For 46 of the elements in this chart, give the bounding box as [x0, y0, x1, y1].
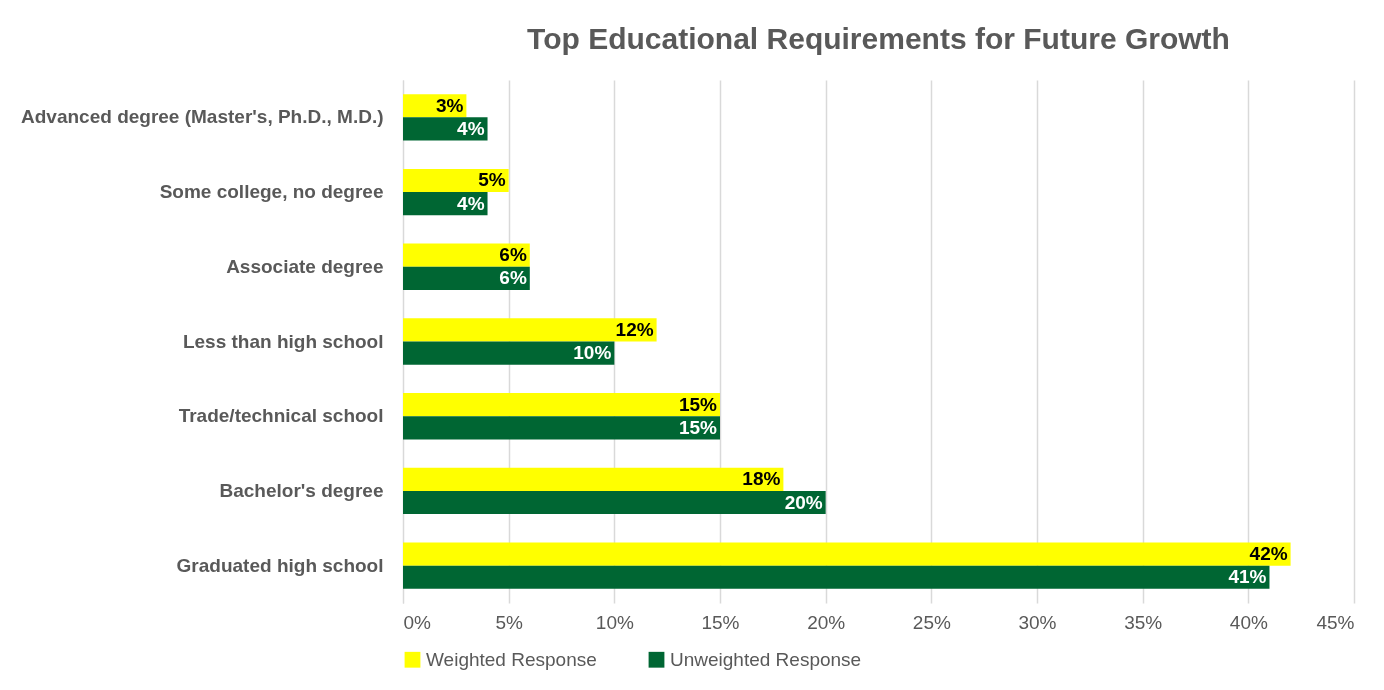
data-label: 6%	[499, 244, 527, 266]
y-tick-label: Trade/technical school	[178, 405, 384, 427]
x-tick-label: 25%	[912, 611, 951, 633]
x-tick-label: 30%	[1018, 611, 1057, 633]
bar	[403, 168, 509, 193]
data-label: 20%	[784, 491, 823, 513]
bar	[403, 341, 615, 365]
x-tick-label: 5%	[495, 611, 523, 633]
bar	[403, 266, 530, 290]
data-label: 4%	[457, 117, 485, 139]
x-tick-label: 45%	[1316, 611, 1355, 633]
y-tick-label: Some college, no degree	[159, 181, 384, 203]
bar	[403, 565, 1270, 589]
data-label: 6%	[499, 267, 527, 289]
x-tick-label: 15%	[701, 611, 740, 633]
legend-label: Weighted Response	[426, 648, 597, 670]
data-label: 15%	[678, 416, 718, 438]
x-tick-label: 0%	[403, 611, 432, 633]
data-label: 10%	[573, 342, 612, 364]
data-label: 42%	[1249, 543, 1288, 565]
data-label: 4%	[457, 192, 485, 214]
y-tick-label: Graduated high school	[176, 554, 384, 576]
data-label: 15%	[678, 393, 718, 415]
chart-title: Top Educational Requirements for Future Growth	[527, 22, 1230, 55]
bar	[403, 117, 488, 141]
bar	[403, 542, 1291, 566]
bar	[403, 467, 784, 491]
y-tick-label: Associate degree	[226, 255, 384, 277]
y-tick-label: Bachelor's degree	[219, 479, 384, 501]
data-label: 41%	[1228, 566, 1267, 588]
data-label: 5%	[478, 169, 506, 191]
legend-label: Unweighted Response	[670, 648, 862, 670]
y-tick-label: Advanced degree (Master's, Ph.D., M.D.)	[21, 106, 384, 128]
y-tick-label: Less than high school	[182, 330, 384, 352]
bar	[403, 490, 826, 515]
bar	[403, 318, 657, 342]
x-tick-label: 40%	[1229, 611, 1268, 633]
data-label: 12%	[615, 318, 654, 340]
x-tick-label: 35%	[1124, 611, 1163, 633]
bar	[403, 393, 720, 417]
data-label: 3%	[435, 94, 464, 116]
data-label: 18%	[742, 468, 781, 490]
x-tick-label: 20%	[807, 611, 846, 633]
bar	[403, 416, 720, 440]
x-tick-label: 10%	[595, 611, 634, 633]
bar	[403, 243, 530, 267]
